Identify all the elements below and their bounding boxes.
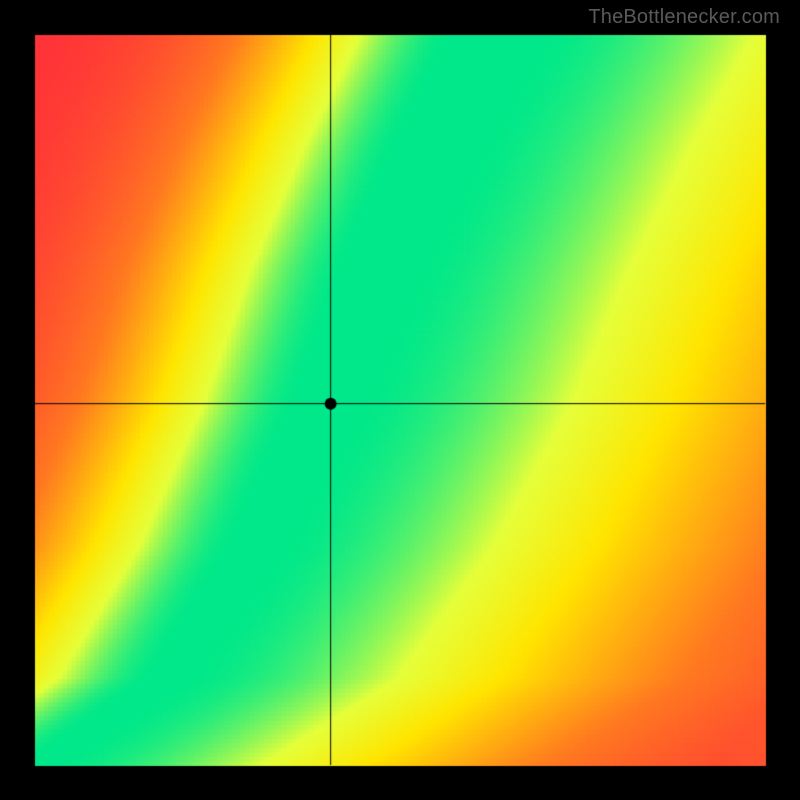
chart-container: TheBottlenecker.com (0, 0, 800, 800)
watermark-text: TheBottlenecker.com (588, 6, 780, 29)
heatmap-canvas (0, 0, 800, 800)
